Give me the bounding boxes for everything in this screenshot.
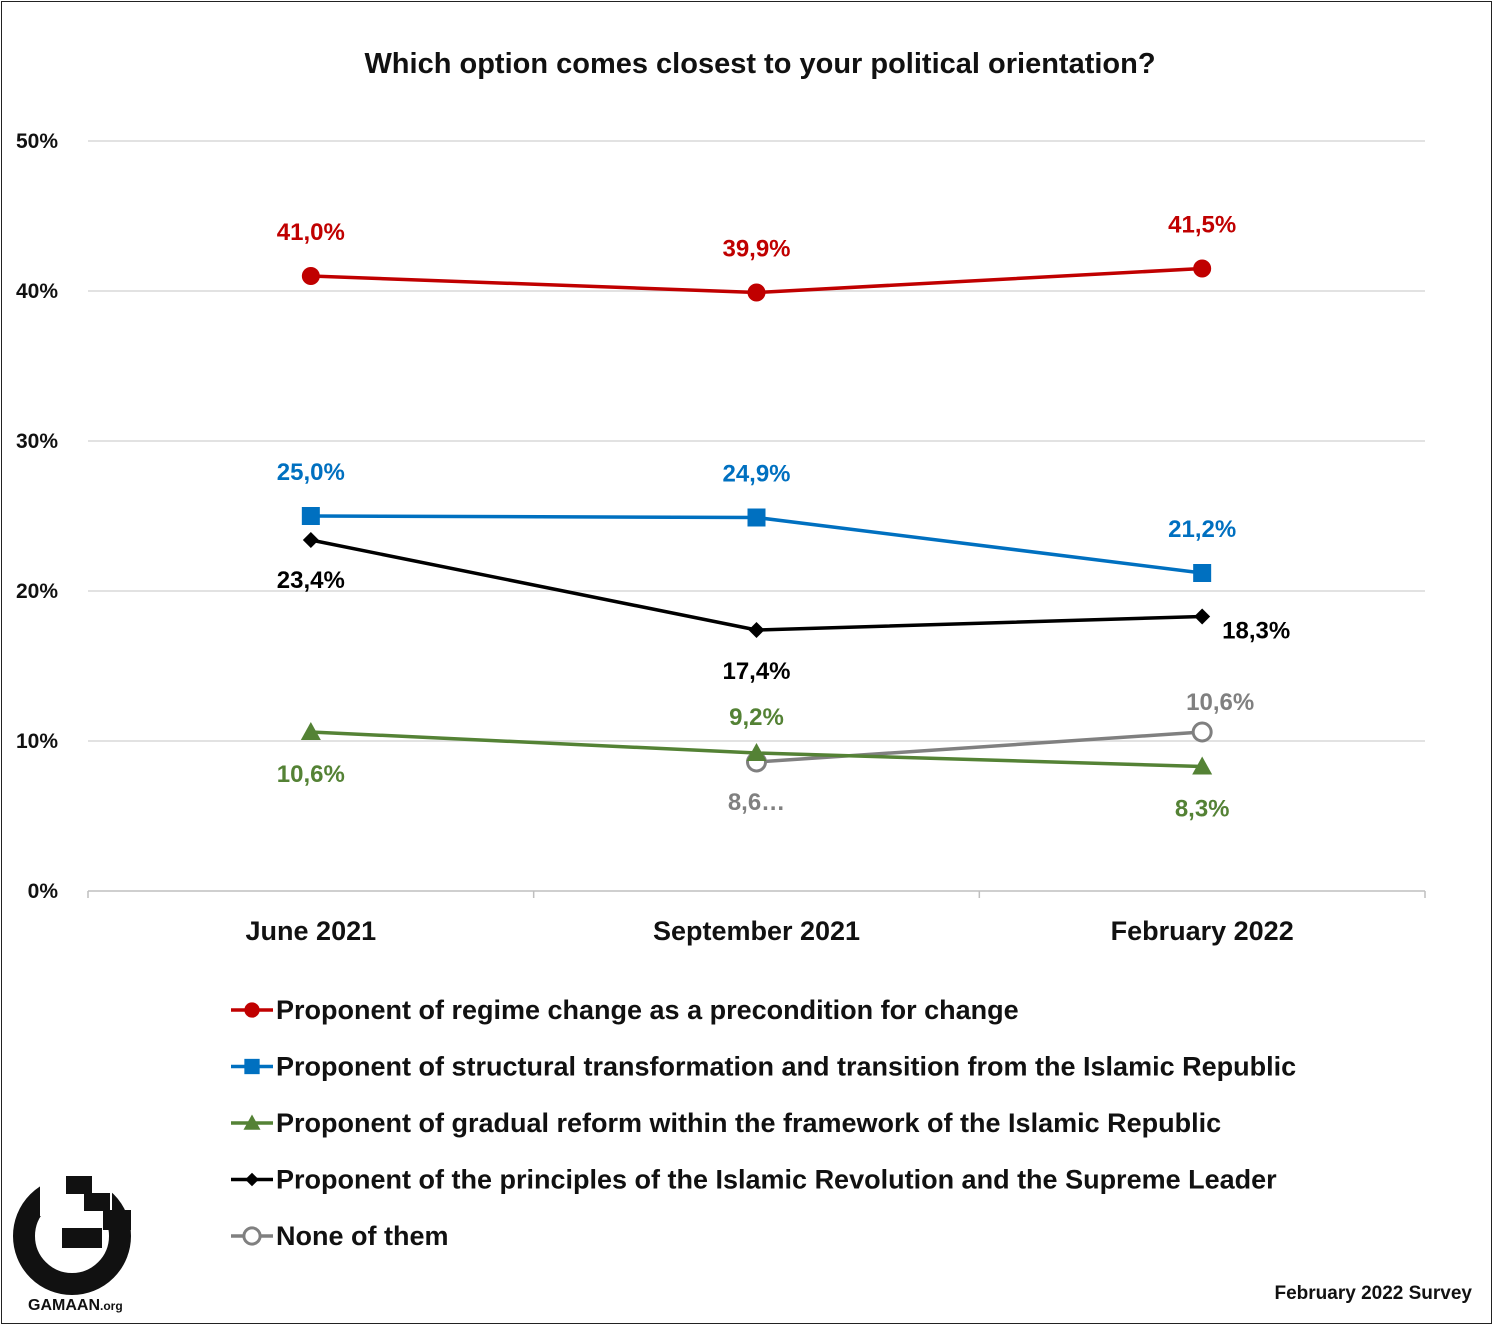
data-label: 25,0% — [277, 459, 345, 486]
data-label: 10,6% — [277, 761, 345, 788]
legend-marker — [242, 1226, 262, 1246]
data-point — [301, 267, 320, 285]
legend-item: Proponent of the principles of the Islam… — [231, 1165, 1277, 1195]
gamaan-logo: GAMAAN.org — [13, 1176, 131, 1314]
y-tick-label: 30% — [16, 430, 58, 453]
legend-item: None of them — [231, 1221, 449, 1251]
logo-block-2 — [84, 1193, 110, 1211]
y-tick-label: 0% — [28, 880, 59, 903]
data-label: 10,6% — [1186, 689, 1254, 716]
legend-marker — [244, 1002, 260, 1018]
data-point — [1193, 259, 1212, 278]
logo-block-3 — [103, 1210, 131, 1230]
legend-label: Proponent of gradual reform within the f… — [276, 1108, 1221, 1138]
legend-label: None of them — [276, 1221, 449, 1251]
x-tick-label: February 2022 — [1111, 916, 1294, 946]
data-point — [748, 622, 765, 638]
data-point — [1193, 564, 1212, 582]
data-point — [1194, 608, 1211, 625]
data-point — [300, 722, 321, 740]
legend-marker — [243, 1114, 261, 1130]
logo-bar — [62, 1228, 102, 1248]
chart-title: Which option comes closest to your polit… — [364, 48, 1155, 80]
data-point — [1191, 721, 1213, 743]
data-label: 23,4% — [277, 567, 345, 594]
legend-marker — [244, 1058, 260, 1075]
legend-label: Proponent of regime change as a precondi… — [276, 995, 1019, 1025]
legend-label: Proponent of structural transformation a… — [276, 1052, 1296, 1082]
data-label: 41,0% — [277, 219, 345, 246]
logo-block-1 — [66, 1176, 92, 1194]
data-label: 8,6… — [728, 789, 785, 816]
data-point — [301, 507, 320, 525]
source-note: February 2022 Survey — [1274, 1283, 1472, 1304]
legend-item: Proponent of structural transformation a… — [231, 1052, 1296, 1082]
y-tick-label: 40% — [16, 280, 58, 303]
legend-item: Proponent of regime change as a precondi… — [231, 995, 1019, 1025]
data-label: 24,9% — [722, 461, 790, 488]
data-label: 17,4% — [722, 658, 790, 685]
legend-label: Proponent of the principles of the Islam… — [276, 1165, 1277, 1195]
y-tick-label: 50% — [16, 130, 58, 153]
series — [300, 259, 1213, 775]
legend: Proponent of regime change as a precondi… — [231, 995, 1296, 1251]
axes: 0% 10% 20% 30% 40% 50% June 2021 September 2021… — [16, 130, 1426, 946]
logo-wordmark: GAMAAN.org — [28, 1297, 123, 1314]
data-label: 18,3% — [1222, 618, 1290, 645]
y-tick-label: 20% — [16, 580, 58, 603]
series-line — [310, 538, 1203, 632]
data-label: 41,5% — [1168, 212, 1236, 239]
data-label: 9,2% — [729, 704, 784, 731]
data-labels: 8,6… 10,6% 10,6% 9,2% 8,3% 23,4% 17,4% 18,3% 25,… — [277, 212, 1290, 823]
y-tick-label: 10% — [16, 730, 58, 753]
series-line — [756, 730, 1203, 764]
data-label: 21,2% — [1168, 516, 1236, 543]
data-label: 39,9% — [722, 236, 790, 263]
data-point — [747, 508, 766, 527]
data-point — [747, 283, 766, 302]
x-tick-label: September 2021 — [653, 916, 860, 946]
data-point — [302, 532, 319, 548]
legend-marker — [245, 1172, 259, 1187]
data-point — [746, 743, 767, 761]
x-tick-label: June 2021 — [246, 916, 377, 946]
data-point — [1192, 756, 1213, 775]
legend-item: Proponent of gradual reform within the f… — [231, 1108, 1221, 1138]
data-label: 8,3% — [1175, 796, 1230, 823]
